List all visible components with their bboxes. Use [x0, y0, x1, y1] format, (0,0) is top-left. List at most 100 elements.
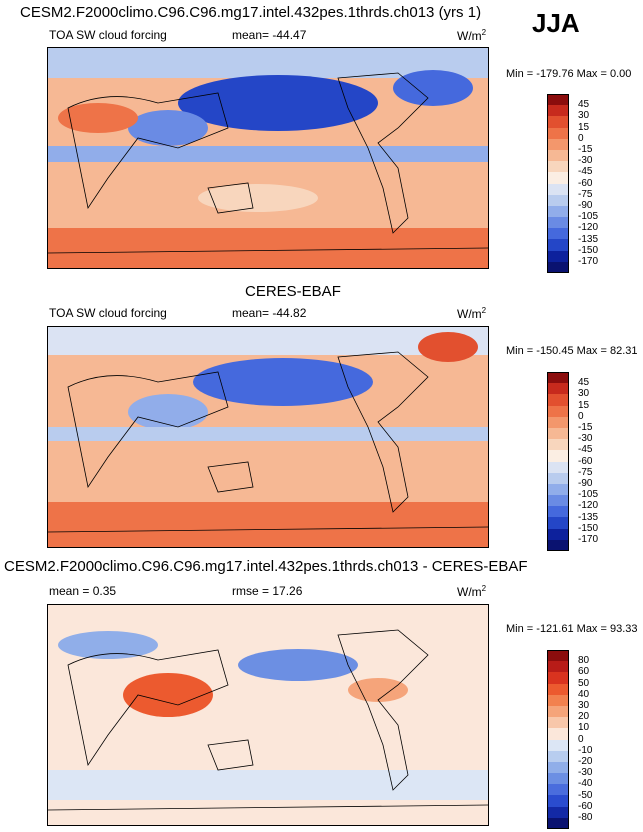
panel2-colorbar-tick-label: -30: [578, 433, 593, 445]
panel1-map: [47, 47, 489, 269]
panel2-colorbar-tick-label: -150: [578, 522, 599, 534]
panel1-colorbar-tick-label: 15: [578, 121, 590, 133]
panel1-coastline-eurasia-africa: [67, 92, 229, 210]
panel2-minmax: Min = -150.45 Max = 82.31: [506, 345, 638, 357]
panel1-units: W/m2: [457, 28, 486, 43]
panel1-colorbar-swatch: [547, 183, 569, 195]
panel2-coastline-americas: [337, 351, 429, 513]
panel3-colorbar-tick-label: 60: [578, 666, 590, 678]
panel1-variable: TOA SW cloud forcing: [49, 28, 167, 42]
panel3-colorbar-swatch: [547, 661, 569, 673]
panel1-colorbar-tick-label: -60: [578, 177, 593, 189]
panel3-colorbar-tick-label: -50: [578, 789, 593, 801]
panel2-colorbar-tick-label: 0: [578, 410, 584, 422]
panel1-sahara: [58, 103, 138, 133]
panel3-map: [47, 604, 489, 826]
panel1-units-base: W/m: [457, 29, 482, 43]
panel3-map-svg: [48, 605, 488, 825]
panel1-colorbar-swatch: [547, 239, 569, 251]
panel1-colorbar-swatch: [547, 116, 569, 128]
panel2-min-label: Min =: [506, 345, 534, 357]
season-label: JJA: [532, 8, 580, 38]
panel2-title: CERES-EBAF: [245, 283, 341, 300]
panel3-colorbar-swatch: [547, 806, 569, 818]
panel1-colorbar-swatch: [547, 149, 569, 162]
panel2-units-exp: 2: [481, 306, 487, 315]
panel1-natlantic-cloud: [393, 70, 473, 106]
panel2-colorbar-swatch: [547, 539, 569, 551]
panel1-coastline-antarctica: [48, 247, 488, 254]
panel3-units-base: W/m: [457, 585, 482, 599]
panel2-colorbar-swatch: [547, 506, 569, 518]
panel2-colorbar-swatch: [547, 517, 569, 529]
panel3-coastline-eurasia-africa: [67, 649, 229, 767]
panel3-colorbar-swatch: [547, 650, 569, 662]
panel2-units-base: W/m: [457, 307, 482, 321]
panel1-colorbar-swatch: [547, 127, 569, 139]
panel1-colorbar-swatch: [547, 172, 569, 184]
panel3-rmse: rmse = 17.26: [232, 584, 302, 598]
panel2-colorbar-swatch: [547, 394, 569, 406]
panel1-units-exp: 2: [481, 28, 487, 37]
panel2-colorbar-tick-label: -90: [578, 478, 593, 489]
panel3-min-label: Min =: [506, 623, 534, 635]
figure-title: CESM2.F2000climo.C96.C96.mg17.intel.432p…: [20, 4, 482, 21]
panel1-mean: mean= -44.47: [232, 28, 306, 42]
panel3-colorbar-tick-label: -80: [578, 812, 593, 823]
panel1-mean-label: mean=: [232, 28, 270, 42]
panel3-colorbar-swatch: [547, 672, 569, 684]
panel3-coastline-antarctica: [48, 804, 488, 811]
panel3-colorbar-tick-label: 30: [578, 700, 590, 711]
panel2-colorbar-tick-label: -120: [578, 500, 599, 512]
panel2-colorbar-tick-label: 45: [578, 377, 590, 389]
panel2-colorbar-tick-label: -15: [578, 422, 593, 433]
panel3-mean-value: 0.35: [92, 584, 117, 598]
panel2-variable: TOA SW cloud forcing: [49, 306, 167, 320]
panel3-colorbar-tick-label: 50: [578, 677, 590, 689]
panel1-colorbar-swatch: [547, 228, 569, 240]
panel1-colorbar-tick-label: 45: [578, 99, 590, 111]
panel1-colorbar-swatch: [547, 94, 569, 106]
panel3-rmse-label: rmse =: [232, 584, 270, 598]
panel2-colorbar-tick-label: -60: [578, 455, 593, 467]
panel2-colorbar-swatch: [547, 383, 569, 395]
panel2-units: W/m2: [457, 306, 486, 321]
panel2-mean-label: mean=: [232, 306, 270, 320]
panel1-max-value: 0.00: [609, 68, 632, 80]
panel2-max-value: 82.31: [609, 345, 638, 357]
panel1-colorbar-swatch: [547, 194, 569, 206]
panel3-colorbar-swatch: [547, 761, 569, 774]
panel1-minmax: Min = -179.76 Max = 0.00: [506, 68, 631, 80]
panel1-colorbar-swatch: [547, 250, 569, 262]
panel3-min-value: -121.61: [536, 623, 574, 635]
panel3-units: W/m2: [457, 584, 486, 599]
panel3-colorbar: [547, 650, 569, 829]
panel3-coastline-americas: [337, 629, 429, 791]
panel3-max-label: Max =: [576, 623, 607, 635]
panel3-colorbar-tick-label: 20: [578, 711, 590, 723]
panel1-colorbar-tick-label: -150: [578, 244, 599, 256]
panel1-asia-cloud: [128, 110, 208, 146]
panel1-coastline-australia: [207, 182, 254, 214]
panel1-colorbar-tick-label: 30: [578, 110, 590, 122]
panel1-colorbar-swatch: [547, 205, 569, 218]
panel3-colorbar-swatch: [547, 717, 569, 729]
panel1-colorbar-tick-label: -90: [578, 200, 593, 211]
panel2-coastline-australia: [207, 461, 254, 493]
panel2-colorbar-swatch: [547, 416, 569, 428]
panel3-rmse-value: 17.26: [272, 584, 303, 598]
panel1-spacific: [198, 184, 318, 212]
panel3-title: CESM2.F2000climo.C96.C96.mg17.intel.432p…: [4, 558, 528, 575]
panel2-colorbar-swatch: [547, 461, 569, 473]
panel3-eurasia-neg: [58, 631, 158, 659]
panel1-colorbar-tick-label: -120: [578, 222, 599, 234]
panel2-arctic-band: [48, 327, 488, 355]
panel1-min-label: Min =: [506, 68, 534, 80]
panel3-max-value: 93.33: [609, 623, 638, 635]
panel3-colorbar-tick-label: 40: [578, 688, 590, 700]
panel1-coastline-americas: [337, 72, 429, 234]
panel3-colorbar-tick-label: -40: [578, 778, 593, 790]
panel1-colorbar-tick-label: -30: [578, 155, 593, 167]
panel3-colorbar-swatch: [547, 784, 569, 796]
panel2-coastline-antarctica: [48, 526, 488, 533]
